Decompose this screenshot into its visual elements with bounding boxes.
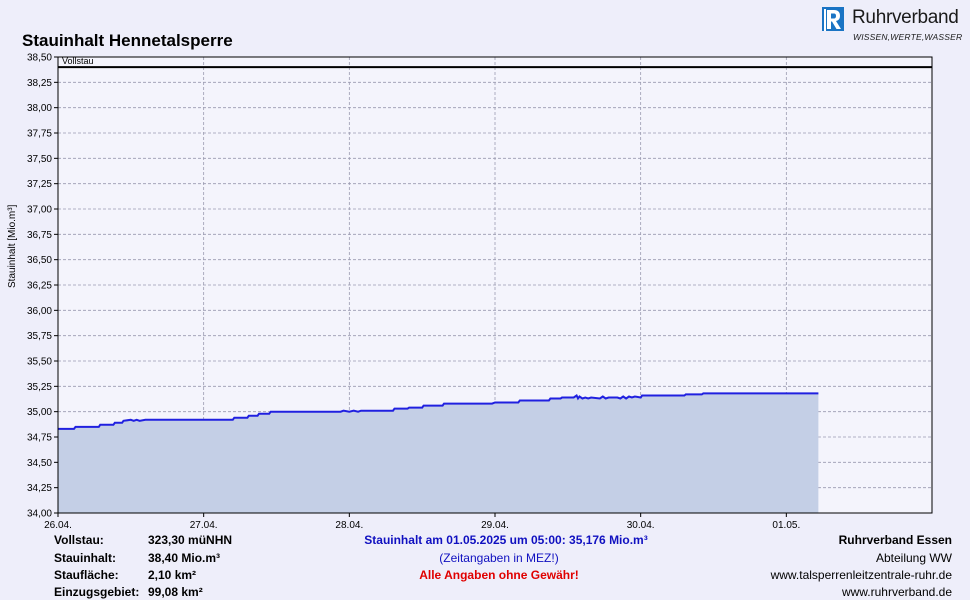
footer-org-name: Ruhrverband Essen	[838, 533, 952, 547]
y-tick-label: 38,25	[27, 78, 52, 89]
current-status-text: Stauinhalt am 01.05.2025 um 05:00: 35,17…	[364, 533, 648, 547]
footer-link-talsperren[interactable]: www.talsperrenleitzentrale-ruhr.de	[770, 568, 952, 582]
footer-label-einzugsgebiet: Einzugsgebiet:	[54, 585, 140, 599]
vollstau-label: Vollstau	[62, 56, 94, 66]
x-tick-label: 30.04.	[627, 520, 655, 531]
footer-link-ruhrverband[interactable]: www.ruhrverband.de	[841, 585, 952, 599]
plot-frame	[57, 56, 933, 514]
y-tick-label: 38,00	[27, 103, 52, 114]
footer-value-stauinhalt: 38,40 Mio.m³	[148, 551, 221, 565]
y-tick-label: 36,00	[27, 306, 52, 317]
y-tick-label: 37,50	[27, 154, 52, 165]
logo-mark-icon	[822, 7, 844, 31]
y-tick-label: 36,25	[27, 281, 52, 292]
chart-title: Stauinhalt Hennetalsperre	[22, 31, 233, 50]
ruhrverband-logo: Ruhrverband WISSEN,WERTE,WASSER	[822, 6, 962, 46]
y-tick-label: 35,25	[27, 382, 52, 393]
footer-value-vollstau: 323,30 müNHN	[148, 533, 233, 547]
y-tick-label: 37,25	[27, 179, 52, 190]
y-tick-label: 35,00	[27, 407, 52, 418]
y-tick-label: 34,00	[27, 509, 52, 520]
x-tick-label: 01.05.	[772, 520, 800, 531]
footer-label-stauflaeche: Staufläche:	[54, 568, 119, 582]
footer-department: Abteilung WW	[875, 551, 952, 565]
disclaimer-text: Alle Angaben ohne Gewähr!	[419, 568, 579, 582]
y-tick-label: 36,75	[27, 230, 52, 241]
footer-label-stauinhalt: Stauinhalt:	[54, 551, 116, 565]
x-tick-label: 28.04.	[335, 520, 363, 531]
y-tick-label: 38,50	[27, 53, 52, 64]
x-tick-label: 29.04.	[481, 520, 509, 531]
timezone-note: (Zeitangaben in MEZ!)	[439, 551, 559, 565]
y-tick-label: 35,50	[27, 357, 52, 368]
y-tick-label: 36,50	[27, 255, 52, 266]
y-tick-label: 37,00	[27, 205, 52, 216]
y-tick-label: 34,25	[27, 483, 52, 494]
logo-tagline: WISSEN,WERTE,WASSER	[853, 32, 963, 42]
x-tick-label: 27.04.	[190, 520, 218, 531]
y-tick-label: 34,50	[27, 458, 52, 469]
logo-wordmark: Ruhrverband	[852, 7, 959, 28]
series-area	[58, 393, 819, 513]
y-tick-label: 35,75	[27, 331, 52, 342]
y-tick-label: 34,75	[27, 433, 52, 444]
series-line	[58, 392, 819, 430]
x-tick-label: 26.04.	[44, 520, 72, 531]
footer-value-einzugsgebiet: 99,08 km²	[148, 585, 203, 599]
footer-label-vollstau: Vollstau:	[54, 533, 104, 547]
y-tick-label: 37,75	[27, 129, 52, 140]
footer-value-stauflaeche: 2,10 km²	[148, 568, 197, 582]
